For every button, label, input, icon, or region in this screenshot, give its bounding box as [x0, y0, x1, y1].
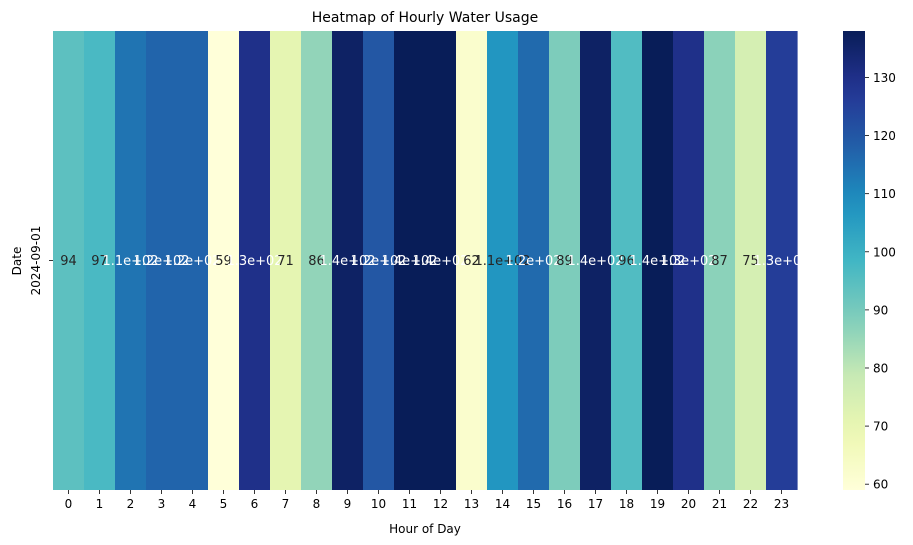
colorbar-tick-label: 130 — [873, 71, 896, 85]
x-tick-label: 0 — [65, 497, 73, 511]
cell-value-label: 94 — [60, 254, 77, 269]
x-tick-label: 5 — [220, 497, 228, 511]
x-tick-label: 18 — [619, 497, 634, 511]
heatmap-cell — [146, 31, 178, 490]
cell-value-label: 1.4e+02 — [319, 254, 375, 269]
heatmap-cell — [766, 31, 798, 490]
cell-value-label: 1.2e+02 — [505, 254, 561, 269]
heatmap-cell — [332, 31, 364, 490]
heatmap-cell — [673, 31, 705, 490]
heatmap-cell — [518, 31, 550, 490]
y-axis-ticks: 2024-09-01 — [29, 226, 53, 296]
x-tick-label: 9 — [344, 497, 352, 511]
heatmap-cell — [363, 31, 395, 490]
cell-value-label: 87 — [711, 254, 728, 269]
x-tick-label: 16 — [557, 497, 572, 511]
cell-value-label: 89 — [556, 254, 573, 269]
heatmap-cell — [611, 31, 643, 490]
x-tick-label: 15 — [526, 497, 541, 511]
colorbar: 60 70 80 90 100 110 120 130 — [843, 31, 896, 492]
x-tick-label: 11 — [402, 497, 417, 511]
chart-title: Heatmap of Hourly Water Usage — [312, 10, 539, 26]
heatmap-cell — [456, 31, 488, 490]
x-tick-label: 23 — [774, 497, 789, 511]
cell-value-label: 96 — [618, 254, 635, 269]
y-tick-label: 2024-09-01 — [29, 226, 43, 296]
heatmap-cell — [115, 31, 147, 490]
colorbar-tick-label: 70 — [873, 420, 888, 434]
cell-value-label: 1.4e+02 — [381, 254, 437, 269]
x-tick-label: 2 — [127, 497, 135, 511]
x-tick-label: 1 — [96, 497, 104, 511]
cell-value-label: 1.1e+02 — [102, 254, 158, 269]
x-tick-label: 13 — [464, 497, 479, 511]
x-tick-label: 19 — [650, 497, 665, 511]
cell-value-label: 1.4e+02 — [629, 254, 685, 269]
heatmap-cell — [270, 31, 302, 490]
cell-value-label: 86 — [308, 254, 325, 269]
heatmap-cell — [301, 31, 333, 490]
heatmap-cell — [394, 31, 426, 490]
x-tick-label: 20 — [681, 497, 696, 511]
cell-value-label: 1.3e+02 — [226, 254, 282, 269]
colorbar-tick-label: 120 — [873, 129, 896, 143]
colorbar-tick-label: 90 — [873, 303, 888, 317]
cell-value-label: 75 — [742, 254, 759, 269]
cell-value-label: 1.3e+02 — [660, 254, 716, 269]
heatmap-cell — [425, 31, 457, 490]
x-tick-label: 7 — [282, 497, 290, 511]
x-tick-label: 12 — [433, 497, 448, 511]
cell-value-label: 1.4e+02 — [567, 254, 623, 269]
y-axis-label: Date — [10, 247, 24, 276]
colorbar-gradient — [843, 31, 865, 490]
cell-value-label: 1.3e+02 — [753, 254, 809, 269]
cell-value-label: 71 — [277, 254, 294, 269]
cell-value-label: 1.2e+02 — [133, 254, 189, 269]
heatmap-cell — [580, 31, 612, 490]
x-tick-label: 3 — [158, 497, 166, 511]
x-tick-label: 4 — [189, 497, 197, 511]
x-tick-label: 8 — [313, 497, 321, 511]
cell-value-label: 97 — [91, 254, 108, 269]
heatmap-cell — [642, 31, 674, 490]
colorbar-tick-label: 110 — [873, 187, 896, 201]
heatmap-cell — [53, 31, 85, 490]
heatmap-cells — [53, 31, 798, 490]
cell-value-label: 1.4e+02 — [412, 254, 468, 269]
cell-value-label: 59 — [215, 254, 232, 269]
cell-value-label: 1.2e+02 — [164, 254, 220, 269]
heatmap-cell — [84, 31, 116, 490]
cell-value-label: 1.2e+02 — [350, 254, 406, 269]
x-tick-label: 10 — [371, 497, 386, 511]
colorbar-ticks: 60 70 80 90 100 110 120 130 — [865, 71, 896, 492]
x-tick-label: 21 — [712, 497, 727, 511]
x-tick-label: 17 — [588, 497, 603, 511]
x-axis-label: Hour of Day — [389, 522, 461, 536]
heatmap-cell — [487, 31, 519, 490]
x-tick-label: 6 — [251, 497, 259, 511]
cell-value-label: 1.1e+02 — [474, 254, 530, 269]
x-tick-label: 14 — [495, 497, 510, 511]
heatmap-cell — [239, 31, 271, 490]
heatmap-cell — [549, 31, 581, 490]
heatmap-cell — [177, 31, 209, 490]
x-tick-label: 22 — [743, 497, 758, 511]
x-axis-ticks: 0 1 2 3 4 5 6 7 8 9 10 11 12 13 14 15 16 17 18 19 20 21 22 23 — [65, 490, 789, 511]
heatmap-cell — [208, 31, 240, 490]
colorbar-tick-label: 80 — [873, 361, 888, 375]
cell-value-label: 62 — [463, 254, 480, 269]
colorbar-tick-label: 100 — [873, 245, 896, 259]
heatmap-cell — [704, 31, 736, 490]
colorbar-tick-label: 60 — [873, 478, 888, 492]
heatmap-cell — [735, 31, 767, 490]
